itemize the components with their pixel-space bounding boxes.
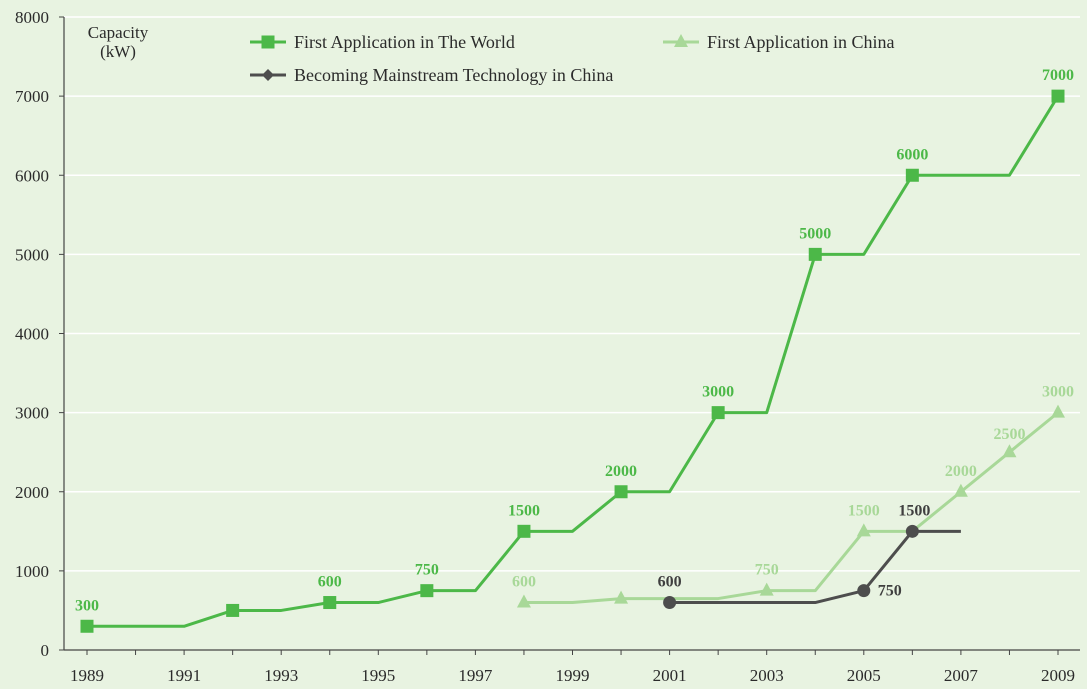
data-label: 2000 [605,463,637,480]
data-label: 3000 [1042,384,1074,401]
y-tick-label: 6000 [15,166,49,185]
x-tick-label: 1993 [264,666,298,685]
legend-item-2: First Application in China [663,32,895,52]
legend-item-1: First Application in The World [250,32,515,52]
x-tick-label: 1991 [167,666,201,685]
legend-diamond-marker [262,69,274,81]
data-point-triangle [1002,444,1017,458]
data-point-triangle [516,594,531,608]
x-tick-label: 2007 [944,666,979,685]
tick-labels: 0 1000 2000 3000 4000 5000 6000 7000 8000 1989 199… [15,8,1075,685]
data-label: 1500 [508,502,540,519]
legend-label: First Application in The World [294,32,515,52]
data-point-circle [857,584,871,598]
y-axis-title: Capacity(kW) [88,23,149,61]
legend-label: First Application in China [707,32,895,52]
data-point-square [517,524,531,538]
data-point-triangle [759,582,774,596]
series-2 [516,404,1065,608]
y-tick-label: 8000 [15,8,49,27]
data-label: 300 [75,597,99,614]
data-point-triangle [674,34,688,47]
y-tick-label: 0 [41,641,50,660]
series-1 [80,89,1065,633]
y-tick-label: 1000 [15,562,49,581]
x-tick-label: 2001 [653,666,687,685]
data-label: 7000 [1042,67,1074,84]
data-point-square [905,168,919,182]
data-point-triangle [614,590,629,604]
data-label: 600 [318,574,342,591]
data-label: 2500 [993,426,1025,443]
data-point-square [420,584,434,598]
series-line [523,411,1059,605]
x-tick-label: 2003 [750,666,784,685]
data-point-triangle [953,483,968,497]
data-label: 1500 [848,502,880,519]
y-tick-label: 2000 [15,483,49,502]
data-point-square [323,596,337,610]
axes [59,16,1080,655]
data-labels: 300 600 750 1500 2000 3000 5000 6000 7000 600 750 1… [75,67,1074,614]
x-tick-label: 1989 [70,666,104,685]
legend: First Application in The World First Appl… [250,32,895,85]
x-tick-label: 1995 [361,666,395,685]
y-axis-title-line: Capacity [88,23,149,42]
data-point-triangle [1051,404,1065,418]
data-point-circle [663,596,677,610]
grid-lines [64,16,1080,572]
data-point-square [80,619,94,633]
y-tick-label: 7000 [15,87,49,106]
series-3 [663,524,961,610]
data-label: 3000 [702,384,734,401]
data-point-square [226,603,240,617]
data-label: 750 [878,583,902,600]
data-label: 750 [415,562,439,579]
data-label: 2000 [945,463,977,480]
data-point-circle [905,524,919,538]
data-label: 750 [755,562,779,579]
data-label: 1500 [898,502,930,519]
y-tick-label: 5000 [15,245,49,264]
data-series [80,89,1065,633]
data-point-square [1051,89,1065,103]
x-tick-label: 1999 [556,666,590,685]
x-tick-label: 1997 [458,666,493,685]
data-point-square [614,485,628,499]
legend-label: Becoming Mainstream Technology in China [294,65,613,85]
y-tick-label: 3000 [15,404,49,423]
data-point-square [711,406,725,420]
data-label: 600 [512,574,536,591]
data-point-square [808,247,822,261]
x-tick-label: 2009 [1041,666,1075,685]
series-line [87,95,1060,628]
x-tick-label: 2005 [847,666,881,685]
data-label: 5000 [799,225,831,242]
legend-item-3: Becoming Mainstream Technology in China [250,65,613,85]
data-label: 600 [658,574,682,591]
data-label: 6000 [896,146,928,163]
y-axis-title-line: (kW) [100,42,136,61]
y-tick-label: 4000 [15,325,49,344]
data-point-square [261,35,275,49]
data-point-triangle [856,523,871,537]
